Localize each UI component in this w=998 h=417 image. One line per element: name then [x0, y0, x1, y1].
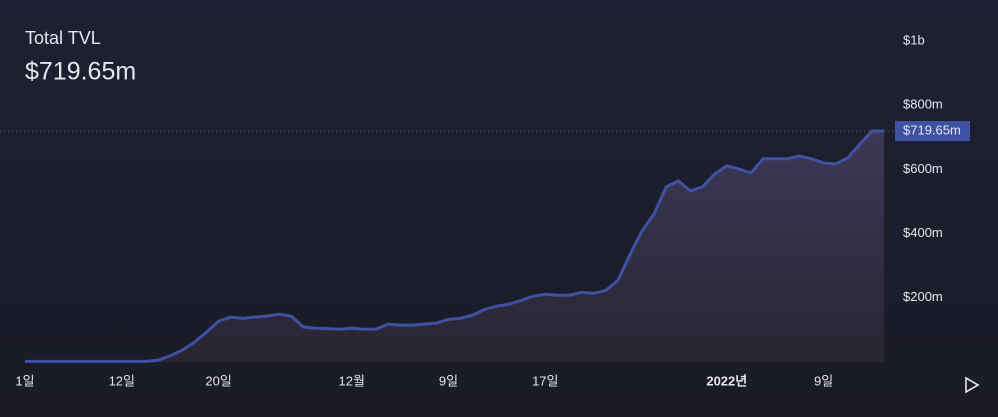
x-tick-label: 9일 — [439, 373, 458, 388]
x-tick-label: 1일 — [15, 373, 34, 388]
area-fill — [25, 130, 885, 362]
y-tick-label: $1b — [903, 32, 925, 47]
y-tick-label: $800m — [903, 97, 943, 112]
line — [25, 129, 885, 363]
x-tick-label: 17일 — [532, 373, 558, 388]
y-tick-label: $400m — [903, 225, 943, 240]
chart-subtitle: $719.65m — [25, 58, 136, 86]
y-tick-label: $200m — [903, 289, 943, 304]
last-value-label: $719.65m — [903, 122, 961, 137]
x-tick-label: 12월 — [338, 373, 364, 388]
x-tick-label: 20일 — [205, 373, 231, 388]
chart-title: Total TVL — [25, 28, 101, 48]
last-value-badge — [895, 120, 970, 141]
y-tick-label: $600m — [903, 161, 943, 176]
play-button[interactable] — [965, 376, 980, 394]
x-tick-label: 9일 — [814, 373, 833, 388]
x-tick-label: 12일 — [109, 373, 135, 388]
x-tick-label: 2022년 — [706, 373, 747, 388]
